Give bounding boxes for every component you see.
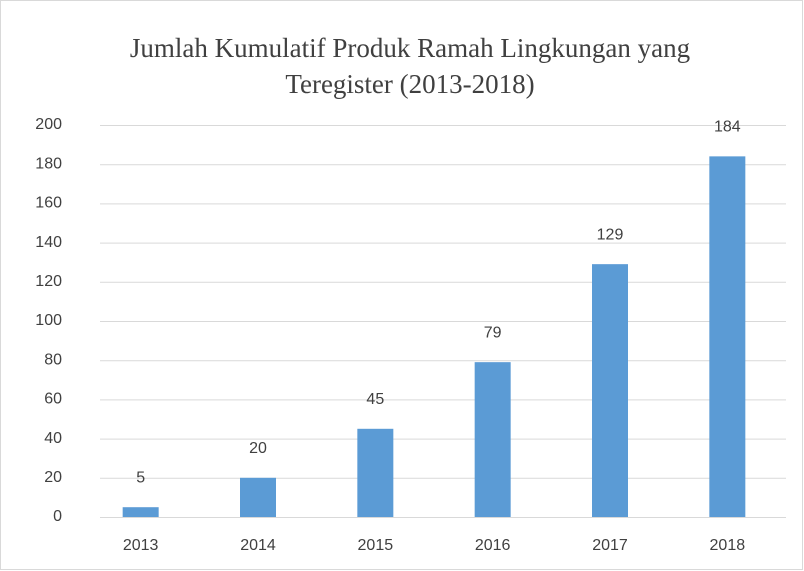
- y-tick-label: 80: [44, 351, 62, 368]
- x-tick-label: 2014: [240, 537, 276, 554]
- x-tick-label: 2015: [358, 537, 394, 554]
- data-label: 79: [484, 324, 502, 341]
- bar: [122, 507, 159, 517]
- y-tick-label: 120: [35, 273, 62, 290]
- x-tick-label: 2017: [592, 537, 628, 554]
- bar: [357, 428, 394, 517]
- data-label: 129: [597, 226, 624, 243]
- x-tick-label: 2018: [710, 537, 746, 554]
- y-tick-label: 20: [44, 469, 62, 486]
- y-tick-label: 0: [53, 508, 62, 525]
- bar: [592, 264, 628, 517]
- y-tick-label: 140: [35, 234, 62, 251]
- bar: [709, 156, 746, 518]
- data-label: 20: [249, 440, 267, 457]
- data-label: 45: [366, 391, 384, 408]
- y-tick-label: 200: [35, 116, 62, 133]
- x-tick-label: 2016: [475, 537, 511, 554]
- x-tick-label: 2013: [123, 537, 159, 554]
- chart-title: Jumlah Kumulatif Produk Ramah Lingkungan…: [129, 33, 691, 99]
- data-label: 184: [714, 119, 741, 136]
- y-tick-label: 160: [35, 195, 62, 212]
- y-tick-label: 40: [44, 430, 62, 447]
- y-tick-label: 180: [35, 155, 62, 172]
- y-tick-label: 100: [35, 312, 62, 329]
- y-tick-label: 60: [44, 391, 62, 408]
- bar: [240, 477, 276, 517]
- bar: [474, 362, 511, 517]
- data-label: 5: [136, 469, 145, 486]
